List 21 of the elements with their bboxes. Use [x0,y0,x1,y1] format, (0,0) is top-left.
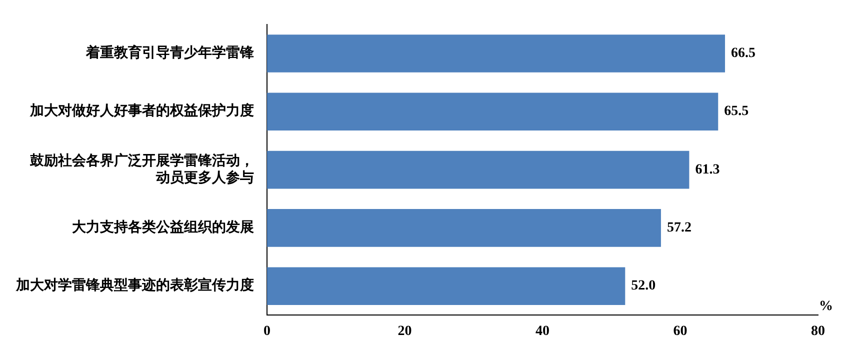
x-tick-label: 60 [673,324,688,340]
data-label: 66.5 [731,46,756,62]
y-tick-label: 大力支持各类公益组织的发展 [72,220,254,236]
y-tick-label: 着重教育引导青少年学雷锋 [85,44,255,62]
x-tick-label: 80 [811,324,825,340]
data-label: 65.5 [724,104,749,120]
data-label: 57.2 [666,220,692,236]
bar [267,34,726,72]
y-tick-label: 加大对做好人好事者的权益保护力度 [29,102,254,120]
bar [267,267,626,306]
x-tick-label: 20 [398,324,412,340]
data-label: 52.0 [631,278,656,294]
y-tick-label: 鼓励社会各界广泛开展学雷锋活动，动员更多人参与 [29,152,254,186]
bar [267,150,690,189]
bar [267,209,661,247]
x-tick-label: 0 [264,324,270,340]
x-axis-title: % [819,298,833,314]
data-label: 61.3 [695,162,720,178]
x-tick-label: 40 [536,324,550,340]
y-tick-label: 加大对学雷锋典型事迹的表彰宣传力度 [15,276,254,294]
bar [267,92,718,131]
